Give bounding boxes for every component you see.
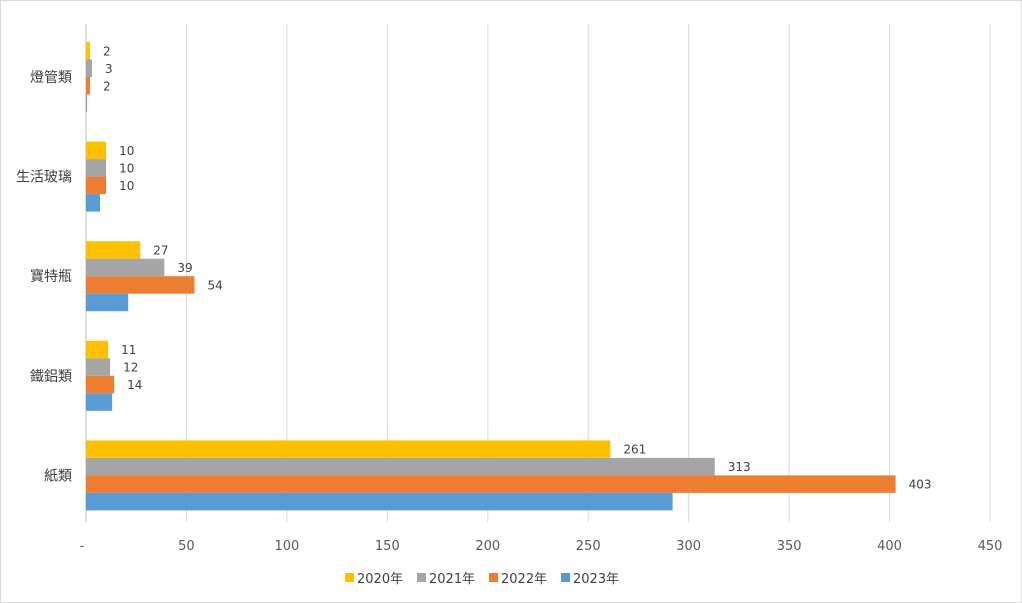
bar	[86, 492, 673, 511]
data-label: 2	[103, 79, 111, 93]
bar	[86, 59, 93, 77]
data-label: 261	[623, 443, 646, 457]
bar	[86, 42, 91, 60]
legend-label: 2023年	[573, 572, 619, 587]
data-label: 39	[177, 261, 192, 275]
legend-swatch	[561, 573, 570, 582]
data-label: 2	[103, 44, 111, 58]
bar	[86, 393, 113, 411]
data-label: 11	[121, 343, 136, 357]
category-label: 燈管類	[30, 70, 72, 86]
category-label: 鐵鋁類	[30, 368, 72, 385]
category-label: 紙類	[44, 468, 72, 484]
data-label: 10	[119, 161, 134, 175]
category-label: 寶特瓶	[30, 269, 72, 285]
bars	[86, 42, 896, 511]
legend-label: 2021年	[429, 572, 475, 587]
data-label: 27	[153, 243, 168, 257]
data-labels: 2 3 2 10 10 10 27 39 54 11 12 14 261 313 403	[103, 44, 931, 491]
x-tick-label: 150	[375, 539, 400, 554]
data-label: 10	[119, 179, 134, 193]
bar	[86, 94, 88, 112]
legend-swatch	[417, 573, 426, 582]
bar	[86, 440, 611, 458]
x-tick-label: 400	[877, 539, 902, 554]
legend-label: 2020年	[357, 572, 403, 587]
bar	[86, 258, 165, 277]
data-label: 12	[123, 361, 138, 375]
category-label: 生活玻璃	[16, 169, 72, 186]
x-tick-label: 450	[978, 539, 1003, 554]
legend-swatch	[489, 573, 498, 582]
data-label: 10	[119, 144, 134, 158]
x-tick-label: 250	[576, 539, 601, 554]
bar	[86, 176, 107, 195]
x-tick-label: 300	[676, 539, 701, 554]
data-label: 14	[127, 378, 142, 392]
bar	[86, 457, 715, 476]
bar	[86, 159, 107, 177]
bar	[86, 141, 107, 160]
x-tick-label: 100	[274, 539, 299, 554]
bar	[86, 241, 141, 259]
bar	[86, 194, 101, 212]
data-label: 3	[105, 62, 113, 76]
legend-swatch	[345, 573, 354, 582]
bar	[86, 340, 109, 359]
legend: 2020年 2021年 2022年 2023年	[345, 572, 619, 587]
data-label: 313	[728, 460, 751, 474]
x-tick-label: 200	[475, 539, 500, 554]
bar	[86, 293, 129, 312]
data-label: 54	[207, 278, 222, 292]
bar	[86, 276, 195, 294]
bar	[86, 77, 91, 95]
x-tick-label: 50	[178, 539, 195, 554]
legend-label: 2022年	[501, 572, 547, 587]
data-label: 403	[909, 478, 932, 492]
x-tick-label: 350	[777, 539, 802, 554]
x-axis-tick-labels: - 50 100 150 200 250 300 350 400 450	[80, 539, 1003, 554]
bar	[86, 358, 111, 376]
bar	[86, 375, 115, 394]
bar	[86, 475, 896, 493]
x-tick-label: -	[80, 539, 85, 554]
